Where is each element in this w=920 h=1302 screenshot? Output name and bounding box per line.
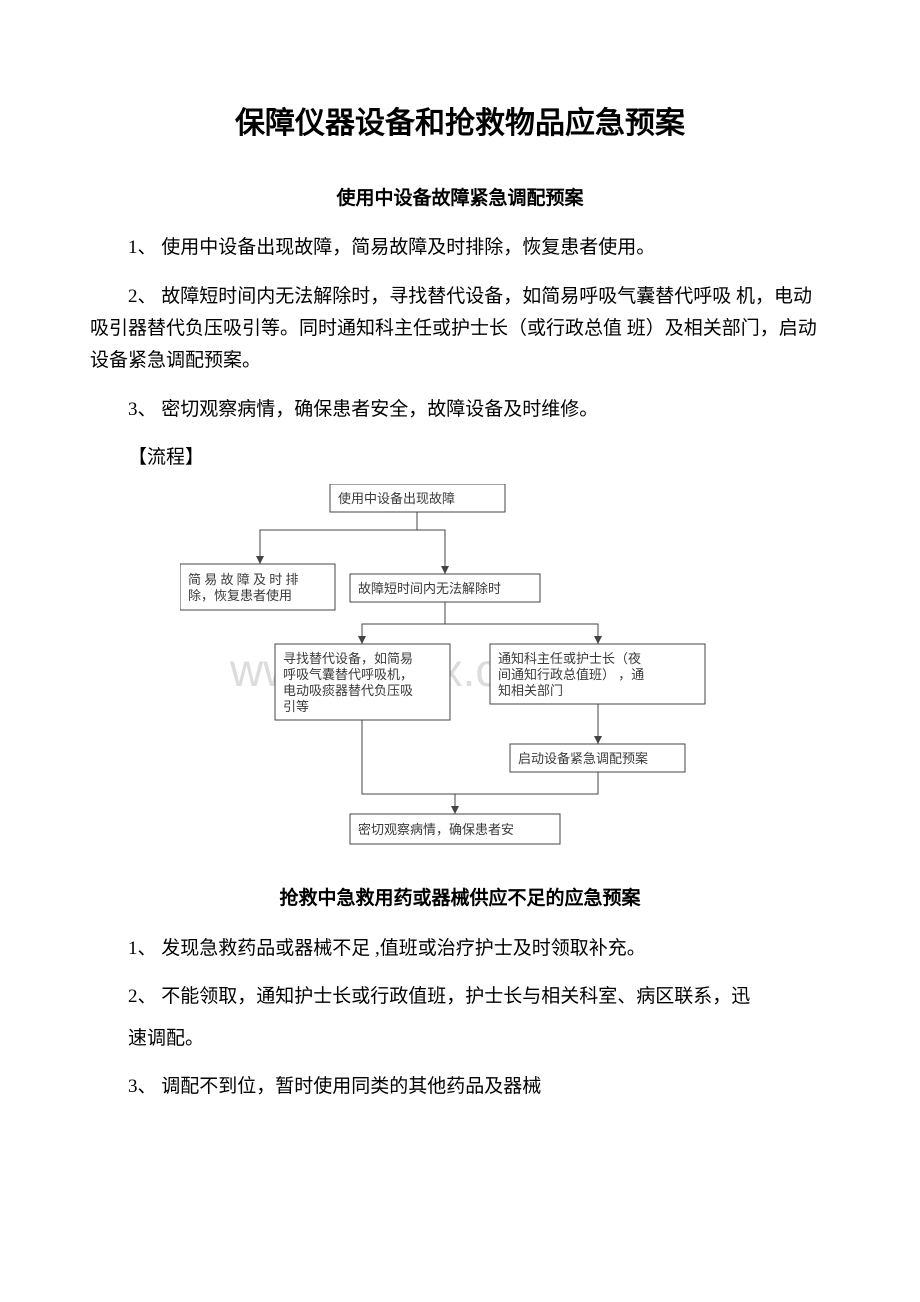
flow-label: 【流程】 [90,442,830,474]
svg-text:使用中设备出现故障: 使用中设备出现故障 [338,491,455,506]
svg-text:密切观察病情，确保患者安: 密切观察病情，确保患者安 [358,822,514,837]
svg-text:故障短时间内无法解除时: 故障短时间内无法解除时 [358,581,501,596]
section2-para3: 3、 调配不到位，暂时使用同类的其他药品及器械 [90,1071,830,1103]
section2-para1: 1、 发现急救药品或器械不足 ,值班或治疗护士及时领取补充。 [90,933,830,965]
document-title: 保障仪器设备和抢救物品应急预案 [90,100,830,148]
flowchart-container: www.bdocx.com 使用中设备出现故障简 易 故 障 及 时 排除，恢复… [180,484,740,854]
section1-para2: 2、 故障短时间内无法解除时，寻找替代设备，如简易呼吸气囊替代呼吸 机，电动吸引… [90,281,830,378]
section2-title: 抢救中急救用药或器械供应不足的应急预案 [90,884,830,914]
svg-text:启动设备紧急调配预案: 启动设备紧急调配预案 [518,751,648,766]
flowchart-svg: 使用中设备出现故障简 易 故 障 及 时 排除，恢复患者使用 故障短时间内无法解除… [180,484,740,854]
section2-para2b: 速调配。 [90,1023,830,1055]
svg-text:简 易 故 障 及 时 排除，恢复患者使用: 简 易 故 障 及 时 排除，恢复患者使用 [188,572,299,603]
section2-para2a: 2、 不能领取，通知护士长或行政值班，护士长与相关科室、病区联系，迅 [90,981,830,1013]
section1-title: 使用中设备故障紧急调配预案 [90,184,830,214]
section1-para1: 1、 使用中设备出现故障，简易故障及时排除，恢复患者使用。 [90,232,830,264]
section1-para3: 3、 密切观察病情，确保患者安全，故障设备及时维修。 [90,394,830,426]
